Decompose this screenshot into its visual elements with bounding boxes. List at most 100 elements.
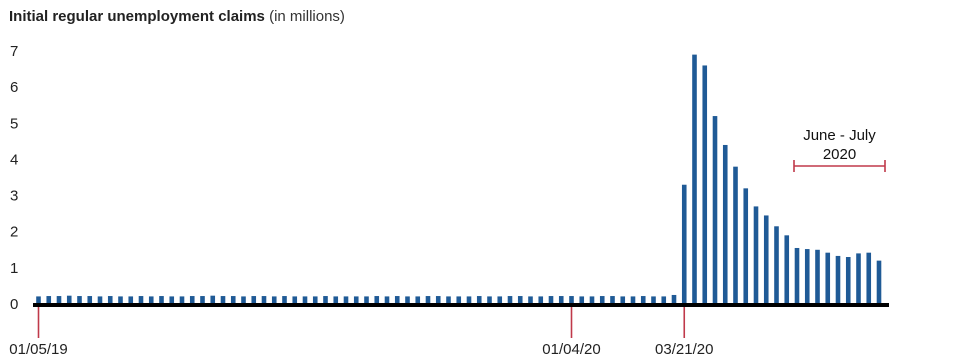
y-tick-label: 3 <box>10 188 18 205</box>
bar <box>835 255 841 304</box>
bar <box>169 296 175 304</box>
chart-title-main: Initial regular unemployment claims <box>9 8 265 25</box>
bar <box>856 253 861 304</box>
bar <box>620 296 626 304</box>
bar <box>118 296 123 304</box>
bar <box>87 296 93 304</box>
bar <box>343 296 349 304</box>
bar <box>415 296 421 304</box>
y-tick-label: 1 <box>10 260 18 277</box>
bar <box>845 257 851 304</box>
y-tick-label: 2 <box>10 224 18 241</box>
bar <box>876 260 882 304</box>
bar <box>148 296 154 304</box>
bar <box>487 296 492 304</box>
bar <box>292 296 298 304</box>
bar <box>497 296 503 304</box>
bar <box>210 295 216 304</box>
bar <box>712 116 718 304</box>
bar <box>138 296 144 304</box>
bar <box>384 296 390 304</box>
bar <box>179 296 185 304</box>
bar <box>804 249 810 304</box>
chart-title-unit: (in millions) <box>269 8 345 25</box>
bar <box>599 296 605 304</box>
bar <box>589 296 595 304</box>
bar <box>251 296 257 304</box>
bar <box>353 296 359 304</box>
bar <box>579 296 585 304</box>
bar <box>517 296 523 304</box>
y-tick-label: 4 <box>10 151 18 168</box>
bar <box>333 296 339 304</box>
bar <box>374 296 380 304</box>
bar <box>610 296 615 304</box>
bar <box>220 296 226 304</box>
bar <box>282 296 287 304</box>
bar <box>507 296 513 304</box>
bar <box>681 184 687 304</box>
x-tick-label: 01/04/20 <box>542 341 600 358</box>
bar <box>558 296 564 304</box>
bar <box>405 296 410 304</box>
bar <box>435 296 441 304</box>
bar <box>763 215 769 304</box>
bar <box>46 296 52 304</box>
bar <box>569 296 574 304</box>
bar <box>128 296 134 304</box>
x-tick-label: 03/21/20 <box>655 341 713 358</box>
bar <box>784 235 790 304</box>
bar <box>200 296 205 304</box>
bar <box>323 296 328 304</box>
bar <box>77 296 82 304</box>
bar <box>733 166 738 304</box>
bar <box>425 296 431 304</box>
bar <box>302 296 308 304</box>
bar <box>241 296 246 304</box>
bar <box>446 296 451 304</box>
bar <box>466 296 472 304</box>
bar <box>271 296 277 304</box>
chart-title: Initial regular unemployment claims (in … <box>9 8 345 25</box>
bar <box>661 296 667 304</box>
bar <box>364 296 369 304</box>
y-tick-label: 5 <box>10 115 18 132</box>
bar <box>97 296 103 304</box>
bar <box>774 226 779 304</box>
bar <box>640 296 646 304</box>
annotation-label-year: 2020 <box>823 146 856 163</box>
x-axis-line <box>33 303 889 307</box>
bar <box>743 188 749 304</box>
annotation-label: June - July <box>803 127 876 144</box>
bar <box>671 294 677 304</box>
bar <box>56 296 62 304</box>
y-tick-label: 0 <box>10 296 18 313</box>
bar <box>794 247 800 304</box>
bar <box>476 296 482 304</box>
bar <box>815 249 820 304</box>
bar <box>692 54 697 304</box>
x-tick-label: 01/05/19 <box>9 341 67 358</box>
bar <box>753 206 759 304</box>
bar <box>107 296 113 304</box>
bar <box>394 296 400 304</box>
y-tick-label: 7 <box>10 43 18 60</box>
bar <box>702 65 708 304</box>
bar <box>722 144 728 304</box>
bar <box>548 296 554 304</box>
bar <box>230 296 236 304</box>
bar <box>825 252 831 304</box>
bar <box>312 296 318 304</box>
bar <box>630 296 636 304</box>
bar <box>159 296 164 304</box>
bar <box>528 296 533 304</box>
bar <box>36 296 41 304</box>
bar <box>261 296 267 304</box>
bar <box>66 295 72 304</box>
bar <box>189 296 195 304</box>
y-tick-label: 6 <box>10 79 18 96</box>
bar <box>456 296 462 304</box>
bar <box>538 296 544 304</box>
bar <box>651 296 656 304</box>
